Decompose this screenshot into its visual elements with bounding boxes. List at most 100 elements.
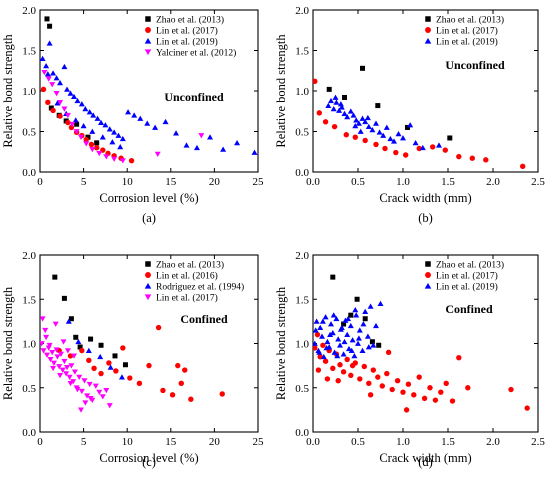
data-point xyxy=(324,338,331,345)
data-point xyxy=(394,377,401,384)
legend-marker xyxy=(145,16,151,22)
legend-marker xyxy=(144,294,152,301)
x-tick-label: 15 xyxy=(165,176,177,188)
data-point xyxy=(449,398,456,404)
data-point xyxy=(77,407,84,413)
data-point xyxy=(313,345,318,351)
x-tick-label: 0.0 xyxy=(306,436,320,448)
data-point xyxy=(376,129,383,135)
data-point xyxy=(370,342,377,348)
data-point xyxy=(47,357,54,363)
data-point xyxy=(198,133,205,139)
data-point xyxy=(73,129,80,135)
data-point xyxy=(43,63,50,69)
data-point xyxy=(119,158,126,164)
data-point xyxy=(86,357,92,364)
legend-marker xyxy=(144,282,152,289)
data-point xyxy=(45,99,51,106)
data-point xyxy=(251,149,258,155)
data-point xyxy=(79,347,85,354)
data-point xyxy=(349,362,356,369)
y-tick-label: 0.5 xyxy=(295,127,309,139)
data-point xyxy=(384,370,390,377)
data-point xyxy=(336,107,343,113)
data-point xyxy=(54,354,61,360)
data-point xyxy=(125,109,132,115)
data-point xyxy=(76,374,83,381)
legend-marker xyxy=(424,282,432,289)
y-tick-label: 1.0 xyxy=(22,339,36,351)
data-point xyxy=(355,335,362,341)
legend-marker xyxy=(425,272,431,278)
x-tick-label: 20 xyxy=(209,436,221,448)
data-point xyxy=(112,353,118,359)
data-point xyxy=(375,103,381,109)
data-point xyxy=(341,338,348,345)
data-point xyxy=(70,379,77,385)
data-point xyxy=(83,136,89,143)
x-tick-label: 1.0 xyxy=(396,176,410,188)
data-point xyxy=(373,141,379,148)
data-point xyxy=(64,112,71,119)
data-point xyxy=(120,345,126,351)
data-point xyxy=(188,396,194,402)
x-tick-label: 1.5 xyxy=(441,176,455,188)
data-point xyxy=(193,144,200,151)
data-point xyxy=(234,139,241,146)
y-axis-label: Relative bond strength xyxy=(1,34,15,148)
legend: Zhao et al. (2013)Lin et al. (2017)Lin e… xyxy=(424,260,504,293)
chart-panel-1: 0 5 10 15 20 25 0.0 0.5 1.0 1.5 2.0 Corrosion level… xyxy=(1,5,264,225)
data-point xyxy=(78,388,85,395)
data-point xyxy=(352,134,358,140)
data-point xyxy=(391,138,397,144)
data-point xyxy=(343,132,349,138)
data-point xyxy=(103,388,110,394)
data-point xyxy=(162,118,169,125)
series-2 xyxy=(313,331,530,413)
data-point xyxy=(337,342,343,348)
data-point xyxy=(335,336,342,342)
data-point xyxy=(313,327,319,333)
data-point xyxy=(369,339,375,345)
y-axis-label: Relative bond strength xyxy=(1,286,15,400)
x-tick-label: 25 xyxy=(253,176,265,188)
data-point xyxy=(313,78,318,84)
legend-marker xyxy=(425,27,431,33)
x-axis-label: Crack width (mm) xyxy=(379,451,471,465)
data-point xyxy=(71,353,78,359)
data-point xyxy=(341,110,348,117)
chart-panel-3: 0 5 10 15 20 25 0.0 0.5 1.0 1.5 2.0 Corrosion level… xyxy=(1,250,264,469)
legend-marker xyxy=(425,261,431,267)
data-point xyxy=(92,383,99,389)
data-point xyxy=(68,316,74,322)
data-point xyxy=(357,376,363,382)
y-tick-label: 0.5 xyxy=(295,383,309,395)
data-point xyxy=(362,137,368,144)
data-point xyxy=(356,327,363,333)
data-point xyxy=(53,347,60,353)
data-point xyxy=(46,40,53,46)
data-point xyxy=(40,348,47,354)
x-axis-label: Corrosion level (%) xyxy=(99,451,198,465)
data-points xyxy=(40,274,225,413)
data-point xyxy=(365,344,372,350)
data-point xyxy=(359,347,366,353)
data-point xyxy=(44,71,51,77)
data-point xyxy=(67,90,74,96)
data-point xyxy=(348,372,354,379)
data-point xyxy=(456,153,462,160)
data-point xyxy=(327,331,334,338)
data-point xyxy=(64,86,71,92)
data-point xyxy=(72,117,79,123)
x-axis-label: Crack width (mm) xyxy=(379,191,471,205)
data-points xyxy=(313,65,526,170)
data-point xyxy=(57,99,64,106)
data-point xyxy=(322,314,329,320)
y-tick-label: 2.0 xyxy=(22,250,36,262)
data-point xyxy=(400,389,406,395)
data-point xyxy=(412,139,419,146)
data-point xyxy=(364,114,371,121)
data-point xyxy=(42,327,49,334)
series-1 xyxy=(326,65,453,141)
